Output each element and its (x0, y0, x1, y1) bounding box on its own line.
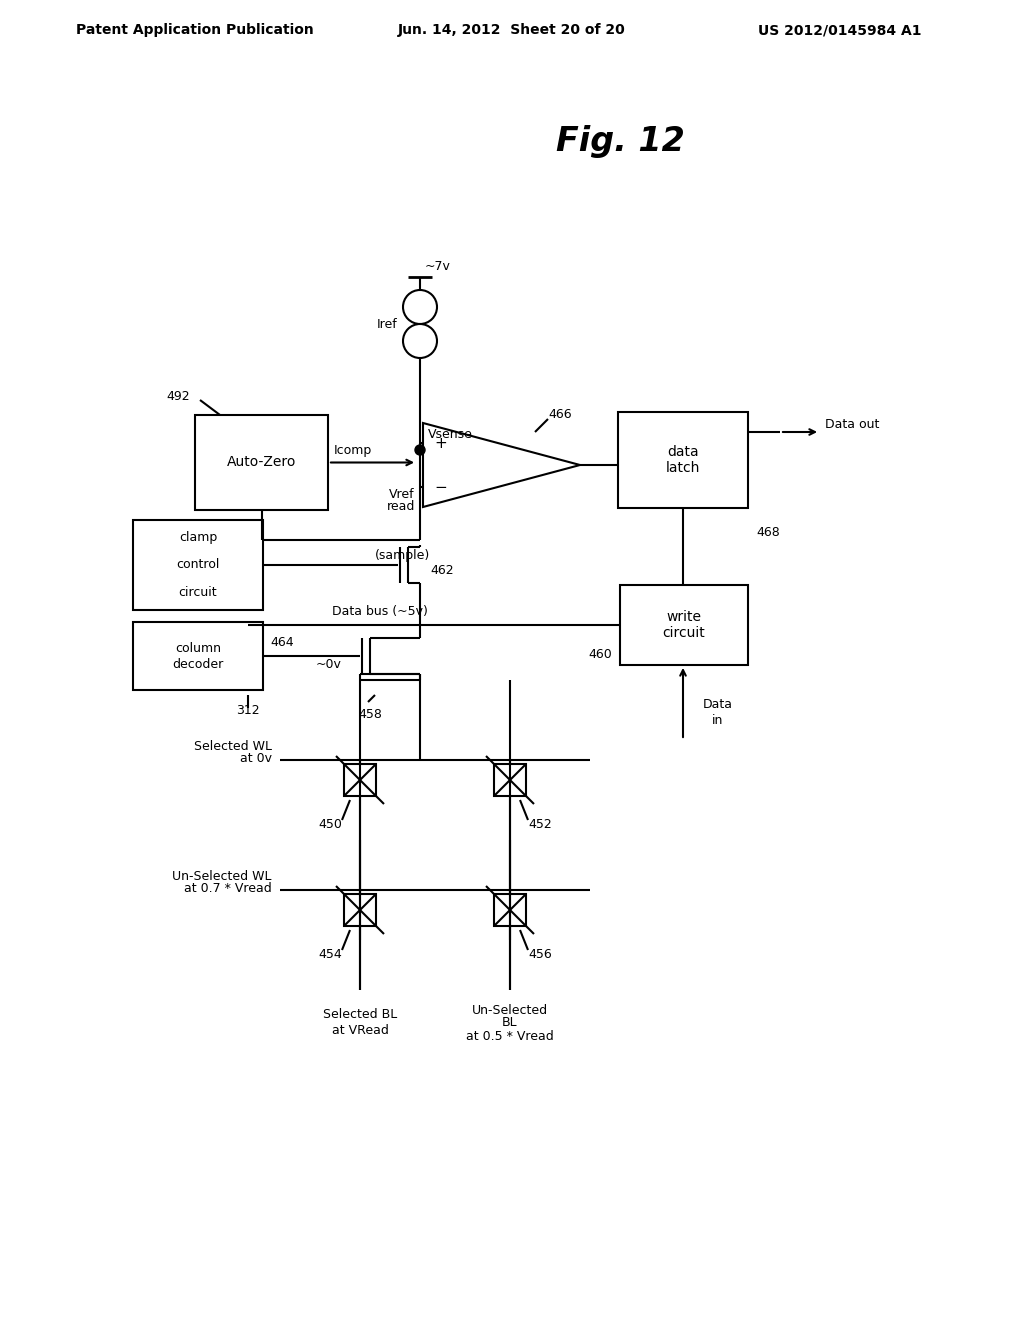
Text: US 2012/0145984 A1: US 2012/0145984 A1 (758, 22, 922, 37)
Text: control: control (176, 558, 220, 572)
Text: ~0v: ~0v (316, 657, 342, 671)
Text: (sample): (sample) (375, 549, 430, 561)
Text: Selected WL: Selected WL (194, 739, 272, 752)
Bar (494, 894, 526, 927)
Circle shape (415, 445, 425, 455)
Text: +: + (434, 436, 447, 450)
Text: Data bus (~5v): Data bus (~5v) (332, 606, 428, 619)
Bar (620, 585, 748, 665)
Text: ~7v: ~7v (425, 260, 451, 273)
Text: at 0v: at 0v (240, 751, 272, 764)
Text: 466: 466 (548, 408, 571, 421)
Bar (344, 764, 376, 796)
Text: Iref: Iref (377, 318, 398, 330)
Circle shape (403, 323, 437, 358)
Text: Icomp: Icomp (334, 444, 372, 457)
Bar (195, 414, 328, 510)
Circle shape (403, 290, 437, 323)
Text: Jun. 14, 2012  Sheet 20 of 20: Jun. 14, 2012 Sheet 20 of 20 (398, 22, 626, 37)
Bar (133, 622, 263, 690)
Text: Un-Selected: Un-Selected (472, 1003, 548, 1016)
Text: 450: 450 (318, 818, 342, 832)
Text: Patent Application Publication: Patent Application Publication (76, 22, 314, 37)
Text: circuit: circuit (178, 586, 217, 598)
Text: Un-Selected WL: Un-Selected WL (172, 870, 272, 883)
Text: Auto-Zero: Auto-Zero (226, 455, 296, 470)
Text: Data out: Data out (825, 417, 880, 430)
Text: at 0.7 * Vread: at 0.7 * Vread (184, 882, 272, 895)
Text: decoder: decoder (172, 657, 223, 671)
Text: data: data (668, 445, 698, 459)
Text: −: − (434, 479, 447, 495)
Text: Vsense: Vsense (428, 429, 473, 441)
Text: Selected BL: Selected BL (323, 1008, 397, 1022)
Text: Fig. 12: Fig. 12 (556, 125, 684, 158)
Text: 464: 464 (270, 636, 294, 649)
Text: in: in (713, 714, 724, 726)
Bar (133, 520, 263, 610)
Text: 456: 456 (528, 949, 552, 961)
Text: latch: latch (666, 461, 700, 475)
Text: Data: Data (703, 698, 733, 711)
Bar (494, 764, 526, 796)
Text: column: column (175, 642, 221, 655)
Text: circuit: circuit (663, 626, 706, 640)
Text: BL: BL (502, 1016, 518, 1030)
Text: 312: 312 (237, 704, 260, 717)
Text: 458: 458 (358, 709, 382, 722)
Text: 492: 492 (166, 391, 190, 404)
Text: 462: 462 (430, 564, 454, 577)
Text: 454: 454 (318, 949, 342, 961)
Text: read: read (387, 500, 415, 513)
Text: Vref: Vref (389, 488, 415, 502)
Text: write: write (667, 610, 701, 624)
Bar (344, 894, 376, 927)
Text: 452: 452 (528, 818, 552, 832)
Text: at 0.5 * Vread: at 0.5 * Vread (466, 1030, 554, 1043)
Bar (618, 412, 748, 508)
Text: 460: 460 (588, 648, 612, 661)
Text: 468: 468 (756, 527, 779, 540)
Text: clamp: clamp (179, 532, 217, 544)
Text: at VRead: at VRead (332, 1023, 388, 1036)
